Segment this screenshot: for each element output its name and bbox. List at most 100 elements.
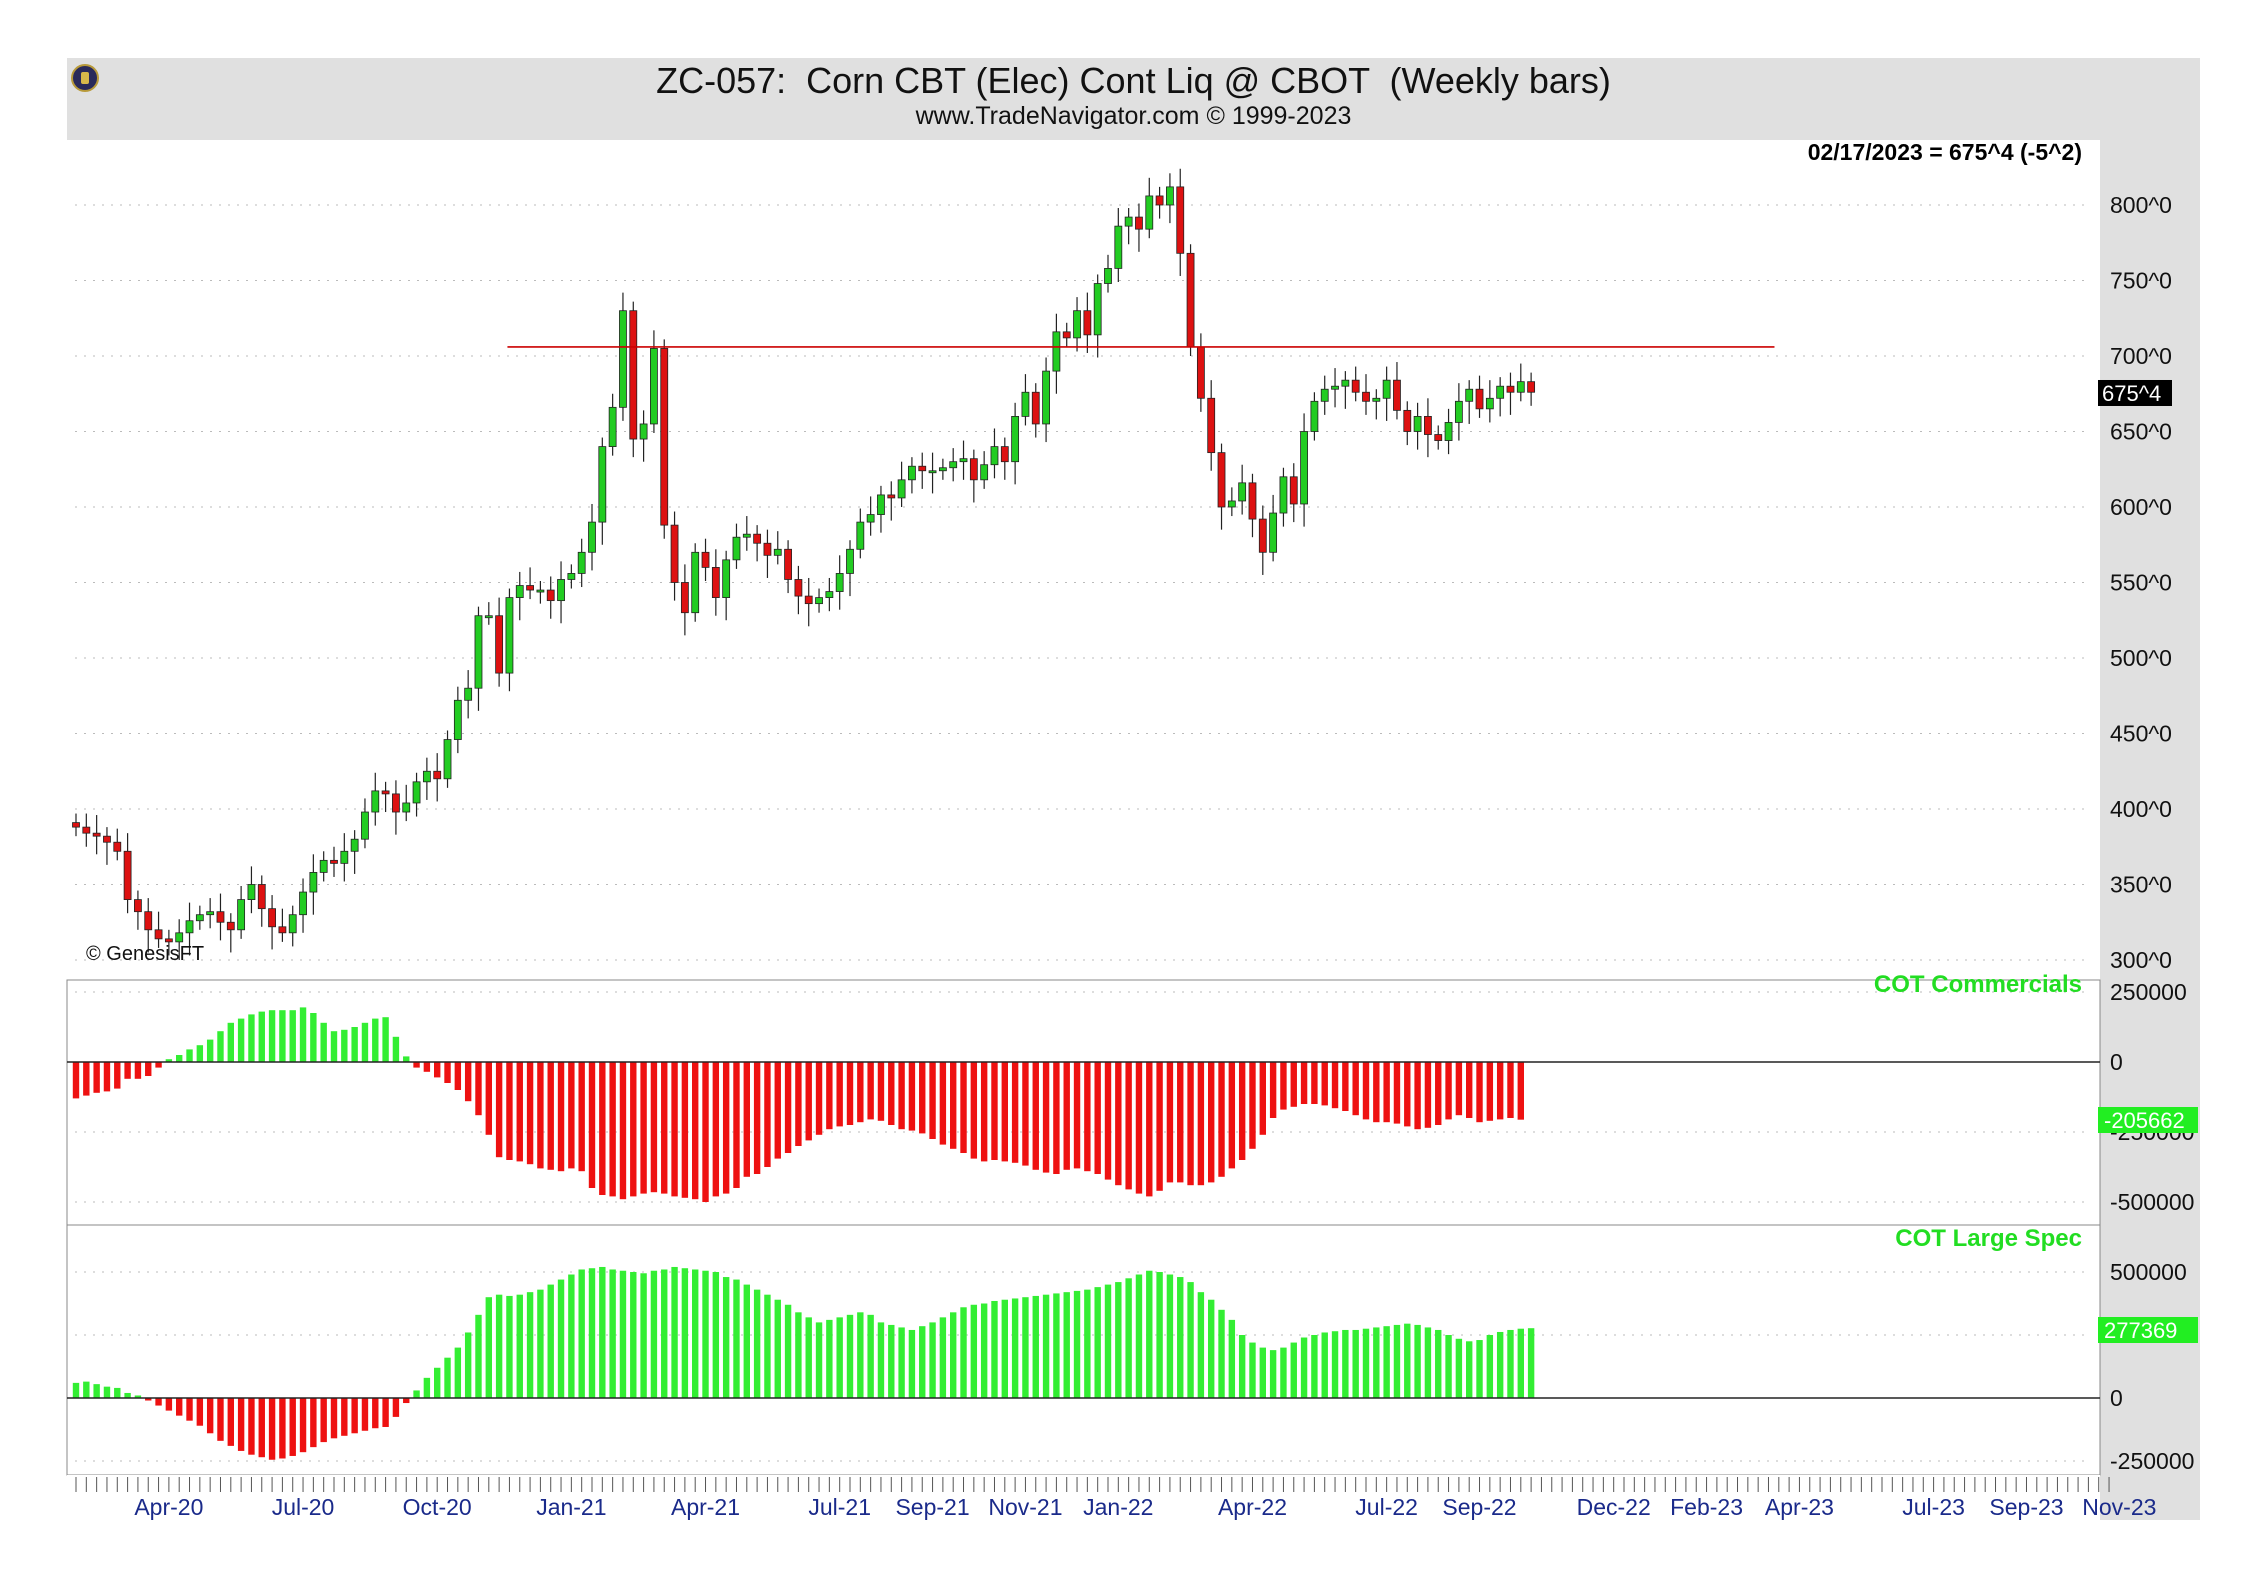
commercials-bar[interactable]	[898, 1062, 905, 1130]
candle[interactable]	[784, 540, 792, 594]
largespec-bar[interactable]	[289, 1398, 296, 1456]
candle[interactable]	[815, 588, 823, 613]
commercials-bar[interactable]	[1197, 1062, 1205, 1186]
commercials-bar[interactable]	[434, 1062, 441, 1078]
candle[interactable]	[392, 780, 400, 835]
largespec-bar[interactable]	[1197, 1292, 1205, 1398]
candle[interactable]	[1186, 244, 1195, 356]
commercials-bar[interactable]	[165, 1059, 173, 1062]
largespec-bar[interactable]	[1527, 1328, 1535, 1398]
commercials-bar[interactable]	[1053, 1062, 1060, 1174]
candle[interactable]	[732, 523, 741, 569]
candle[interactable]	[804, 577, 813, 627]
largespec-bar[interactable]	[826, 1319, 833, 1398]
commercials-bar[interactable]	[671, 1062, 678, 1197]
candle[interactable]	[897, 461, 906, 507]
commercials-bar[interactable]	[1507, 1062, 1514, 1118]
largespec-bar[interactable]	[867, 1314, 874, 1398]
commercials-bar[interactable]	[599, 1062, 606, 1195]
candle[interactable]	[1238, 464, 1247, 515]
largespec-bar[interactable]	[1476, 1340, 1483, 1398]
largespec-bar[interactable]	[1486, 1335, 1494, 1398]
largespec-bar[interactable]	[1445, 1335, 1452, 1398]
largespec-bar[interactable]	[114, 1387, 121, 1398]
candle[interactable]	[1454, 383, 1463, 441]
commercials-bar[interactable]	[72, 1062, 80, 1099]
largespec-bar[interactable]	[1342, 1329, 1349, 1398]
commercials-bar[interactable]	[237, 1018, 245, 1062]
largespec-bar[interactable]	[72, 1382, 80, 1398]
largespec-bar[interactable]	[991, 1300, 998, 1398]
commercials-bar[interactable]	[1496, 1062, 1504, 1120]
largespec-bar[interactable]	[795, 1312, 802, 1398]
largespec-bar[interactable]	[743, 1284, 750, 1398]
commercials-bar[interactable]	[1362, 1062, 1370, 1120]
candle[interactable]	[949, 448, 958, 482]
candle[interactable]	[474, 606, 483, 711]
largespec-bar[interactable]	[1042, 1294, 1050, 1398]
largespec-bar[interactable]	[650, 1270, 658, 1398]
candle[interactable]	[154, 911, 163, 948]
commercials-bar[interactable]	[836, 1062, 843, 1127]
commercials-bar[interactable]	[702, 1062, 709, 1202]
commercials-bar[interactable]	[908, 1062, 916, 1131]
commercials-bar[interactable]	[454, 1062, 462, 1090]
candle[interactable]	[1413, 402, 1422, 450]
commercials-bar[interactable]	[1300, 1062, 1308, 1104]
candle[interactable]	[908, 457, 916, 494]
commercials-bar[interactable]	[661, 1062, 668, 1194]
candle[interactable]	[422, 757, 431, 800]
commercials-bar[interactable]	[1476, 1062, 1483, 1123]
largespec-bar[interactable]	[692, 1269, 699, 1398]
commercials-bar[interactable]	[1383, 1062, 1390, 1123]
largespec-bar[interactable]	[1414, 1324, 1421, 1398]
largespec-bar[interactable]	[1001, 1299, 1008, 1398]
commercials-bar[interactable]	[320, 1022, 327, 1062]
candle[interactable]	[206, 898, 215, 929]
candle[interactable]	[1300, 413, 1308, 527]
candle[interactable]	[319, 851, 328, 882]
commercials-bar[interactable]	[867, 1062, 874, 1120]
candle[interactable]	[918, 452, 927, 489]
candle[interactable]	[1475, 375, 1484, 418]
candle[interactable]	[1424, 398, 1432, 458]
commercials-bar[interactable]	[888, 1062, 895, 1125]
candle[interactable]	[1496, 377, 1505, 417]
commercials-bar[interactable]	[1032, 1062, 1039, 1170]
commercials-bar[interactable]	[970, 1062, 978, 1159]
commercials-bar[interactable]	[93, 1062, 100, 1093]
candle[interactable]	[753, 525, 762, 562]
largespec-bar[interactable]	[1177, 1277, 1184, 1398]
largespec-bar[interactable]	[980, 1303, 988, 1399]
candle[interactable]	[1320, 375, 1329, 415]
commercials-bar[interactable]	[1445, 1062, 1452, 1120]
candle[interactable]	[1207, 380, 1216, 471]
commercials-bar[interactable]	[134, 1062, 142, 1079]
largespec-bar[interactable]	[176, 1398, 183, 1416]
candle[interactable]	[1465, 380, 1474, 424]
candle[interactable]	[877, 485, 885, 533]
commercials-bar[interactable]	[1331, 1062, 1339, 1109]
largespec-bar[interactable]	[877, 1322, 885, 1398]
largespec-bar[interactable]	[619, 1270, 627, 1398]
commercials-bar[interactable]	[1517, 1062, 1524, 1120]
largespec-bar[interactable]	[1094, 1287, 1101, 1398]
largespec-bar[interactable]	[1466, 1341, 1473, 1398]
commercials-bar[interactable]	[547, 1062, 554, 1170]
largespec-bar[interactable]	[310, 1398, 317, 1448]
largespec-bar[interactable]	[1517, 1328, 1524, 1398]
commercials-bar[interactable]	[444, 1062, 451, 1083]
candle[interactable]	[340, 833, 349, 882]
largespec-bar[interactable]	[248, 1398, 255, 1455]
candle[interactable]	[969, 449, 978, 503]
largespec-bar[interactable]	[1063, 1292, 1070, 1398]
largespec-bar[interactable]	[1073, 1290, 1081, 1398]
largespec-bar[interactable]	[547, 1284, 554, 1398]
candle[interactable]	[464, 670, 473, 719]
largespec-bar[interactable]	[361, 1398, 369, 1431]
commercials-bar[interactable]	[692, 1062, 699, 1200]
candle[interactable]	[92, 815, 101, 855]
candle[interactable]	[443, 730, 452, 788]
largespec-bar[interactable]	[1187, 1282, 1194, 1398]
commercials-bar[interactable]	[578, 1062, 585, 1172]
